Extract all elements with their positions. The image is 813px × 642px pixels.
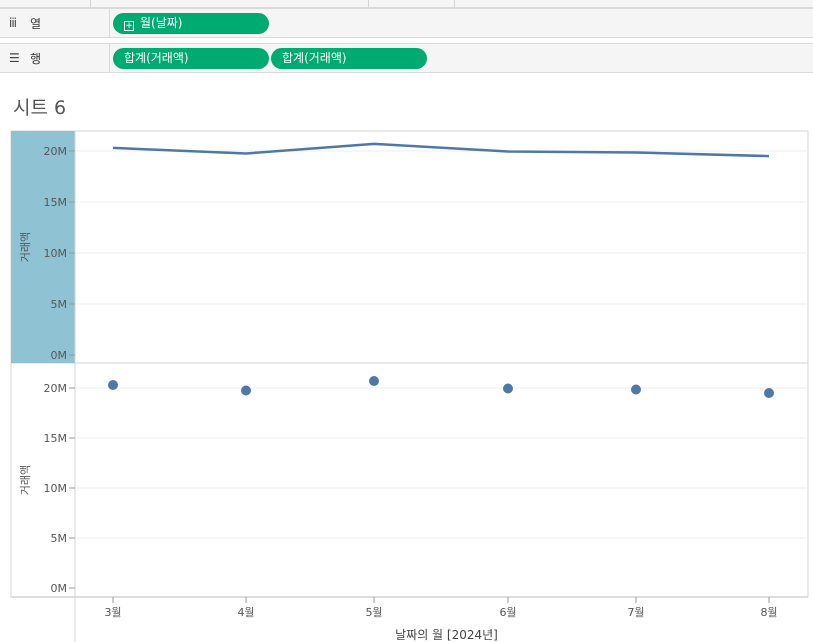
- data-point: [631, 385, 641, 395]
- y-tick-label: 0M: [51, 349, 68, 362]
- pane-line-chart: 0M 5M 10M 15M 20M 거래액: [11, 131, 808, 363]
- x-tick-label: 3월: [104, 606, 121, 619]
- data-point: [764, 388, 774, 398]
- plot-border: [11, 131, 808, 597]
- x-tick-label: 5월: [365, 606, 382, 619]
- x-tick-label: 4월: [237, 606, 254, 619]
- pane-dot-chart: 0M 5M 10M 15M 20M 거래액: [19, 363, 808, 597]
- y-axis-title: 거래액: [19, 465, 32, 495]
- y-tick-label: 20M: [44, 145, 68, 158]
- data-point: [241, 386, 251, 396]
- y-tick-label: 0M: [51, 582, 68, 595]
- chart-frame: [11, 131, 808, 597]
- data-point: [503, 384, 513, 394]
- y-axis-title: 거래액: [19, 232, 32, 262]
- x-tick-label: 8월: [760, 606, 777, 619]
- data-point: [108, 380, 118, 390]
- y-tick-label: 5M: [51, 298, 68, 311]
- x-tick-label: 7월: [627, 606, 644, 619]
- x-axis-title: 날짜의 월 [2024년]: [395, 628, 498, 642]
- y-tick-label: 15M: [44, 196, 68, 209]
- y-tick-label: 20M: [44, 382, 68, 395]
- data-point: [369, 376, 379, 386]
- y-tick-label: 10M: [44, 247, 68, 260]
- x-tick-label: 6월: [499, 606, 516, 619]
- series-line: [113, 144, 769, 156]
- y-tick-label: 5M: [51, 532, 68, 545]
- y-tick-label: 10M: [44, 482, 68, 495]
- y-tick-label: 15M: [44, 432, 68, 445]
